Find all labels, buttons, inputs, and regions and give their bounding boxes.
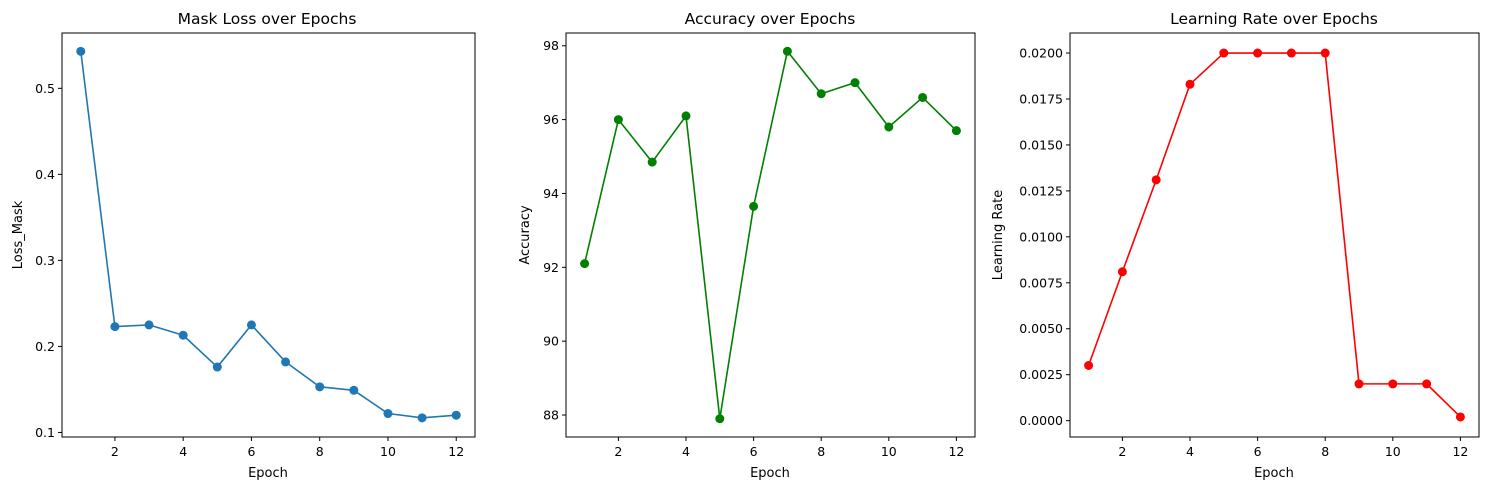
lr-data-point: [1422, 379, 1432, 389]
lr-y-tick-label: 0.0200: [1019, 46, 1063, 61]
accuracy-data-point: [647, 157, 657, 167]
lr-x-tick-label: 4: [1186, 444, 1194, 459]
loss-data-point: [212, 362, 222, 372]
lr-chart-title: Learning Rate over Epochs: [1170, 10, 1378, 28]
lr-series: [1084, 48, 1465, 422]
loss-data-point: [349, 385, 359, 395]
accuracy-x-tick-label: 8: [817, 444, 825, 459]
accuracy-x-tick-label: 2: [614, 444, 622, 459]
accuracy-data-point: [681, 111, 691, 121]
lr-y-tick-label: 0.0050: [1019, 321, 1063, 336]
loss-data-point: [315, 382, 325, 392]
loss-y-axis-label: Loss_Mask: [11, 200, 26, 269]
lr-data-point: [1185, 79, 1195, 89]
lr-data-point: [1219, 48, 1229, 58]
loss-y-tick-label: 0.2: [35, 339, 55, 354]
lr-y-axis-label: Learning Rate: [991, 190, 1006, 280]
accuracy-y-tick-label: 88: [543, 408, 559, 423]
accuracy-data-point: [850, 78, 860, 88]
accuracy-data-point: [749, 201, 759, 211]
lr-y-tick-label: 0.0150: [1019, 137, 1063, 152]
lr-plot-area: [1069, 32, 1480, 438]
lr-x-tick-label: 10: [1385, 444, 1401, 459]
loss-series-line: [79, 51, 457, 419]
accuracy-y-tick-label: 98: [543, 38, 559, 53]
accuracy-data-point: [782, 46, 792, 56]
accuracy-x-tick-label: 12: [948, 444, 964, 459]
loss-data-point: [246, 320, 256, 330]
loss-x-tick-label: 6: [247, 444, 255, 459]
accuracy-ticks: 2 4 6 8 10 12 88 90 92 94 96 98: [543, 38, 964, 459]
accuracy-y-tick-label: 96: [543, 112, 559, 127]
accuracy-x-tick-label: 10: [881, 444, 897, 459]
accuracy-data-point: [951, 126, 961, 136]
accuracy-y-axis-label: Accuracy: [518, 205, 533, 265]
lr-series-line: [1087, 52, 1461, 418]
loss-x-tick-label: 12: [448, 444, 464, 459]
lr-y-tick-label: 0.0075: [1019, 275, 1063, 290]
lr-x-axis-label: Epoch: [1254, 466, 1294, 481]
lr-data-point: [1354, 379, 1364, 389]
accuracy-y-tick-label: 90: [543, 334, 559, 349]
accuracy-series: [580, 46, 961, 424]
loss-data-point: [281, 357, 291, 367]
loss-plot-area: [61, 32, 476, 438]
loss-x-tick-label: 8: [316, 444, 324, 459]
accuracy-chart-title: Accuracy over Epochs: [685, 10, 856, 28]
accuracy-y-tick-label: 92: [543, 260, 559, 275]
lr-data-point: [1151, 175, 1161, 185]
accuracy-data-point: [884, 122, 894, 132]
accuracy-data-point: [816, 89, 826, 99]
loss-data-point: [451, 410, 461, 420]
lr-data-point: [1253, 48, 1263, 58]
loss-data-point: [76, 46, 86, 56]
loss-chart-panel: Mask Loss over Epochs Epoch Loss_Mask 2 4…: [11, 10, 476, 481]
loss-data-point: [383, 409, 393, 419]
accuracy-data-point: [613, 115, 623, 125]
lr-chart-panel: Learning Rate over Epochs Epoch Learning…: [991, 10, 1480, 481]
loss-data-point: [144, 320, 154, 330]
lr-x-tick-label: 6: [1254, 444, 1262, 459]
lr-data-point: [1455, 412, 1465, 422]
accuracy-chart-panel: Accuracy over Epochs Epoch Accuracy 2 4 6 8…: [518, 10, 976, 481]
accuracy-data-point: [580, 259, 590, 269]
lr-data-point: [1388, 379, 1398, 389]
accuracy-series-line: [583, 50, 957, 420]
accuracy-x-axis-label: Epoch: [750, 466, 790, 481]
loss-data-point: [417, 413, 427, 423]
lr-y-tick-label: 0.0025: [1019, 367, 1063, 382]
loss-data-point: [110, 322, 120, 332]
lr-y-tick-label: 0.0175: [1019, 91, 1063, 106]
loss-ticks: 2 4 6 8 10 12 0.1 0.2 0.3 0.4 0.5: [35, 81, 464, 459]
lr-ticks: 2 4 6 8 10 12 0.0000 0.0025 0.0050 0.0075 0.0100 0.…: [1019, 46, 1468, 459]
lr-y-tick-label: 0.0000: [1019, 413, 1063, 428]
lr-x-tick-label: 12: [1452, 444, 1468, 459]
lr-data-point: [1084, 361, 1094, 371]
accuracy-x-tick-label: 6: [750, 444, 758, 459]
loss-series: [76, 46, 461, 423]
loss-data-point: [178, 330, 188, 340]
loss-y-tick-label: 0.4: [35, 167, 55, 182]
loss-x-tick-label: 4: [179, 444, 187, 459]
loss-x-tick-label: 10: [380, 444, 396, 459]
loss-y-tick-label: 0.1: [35, 425, 55, 440]
lr-y-tick-label: 0.0125: [1019, 183, 1063, 198]
loss-x-axis-label: Epoch: [248, 466, 288, 481]
lr-data-point: [1286, 48, 1296, 58]
loss-x-tick-label: 2: [111, 444, 119, 459]
loss-chart-title: Mask Loss over Epochs: [178, 10, 357, 28]
accuracy-data-point: [715, 414, 725, 424]
lr-y-tick-label: 0.0100: [1019, 229, 1063, 244]
loss-y-tick-label: 0.5: [35, 81, 55, 96]
accuracy-y-tick-label: 94: [543, 186, 559, 201]
lr-x-tick-label: 2: [1118, 444, 1126, 459]
lr-data-point: [1117, 267, 1127, 277]
accuracy-x-tick-label: 4: [682, 444, 690, 459]
accuracy-plot-area: [565, 32, 976, 438]
lr-data-point: [1320, 48, 1330, 58]
accuracy-data-point: [918, 92, 928, 102]
loss-y-tick-label: 0.3: [35, 253, 55, 268]
lr-x-tick-label: 8: [1321, 444, 1329, 459]
